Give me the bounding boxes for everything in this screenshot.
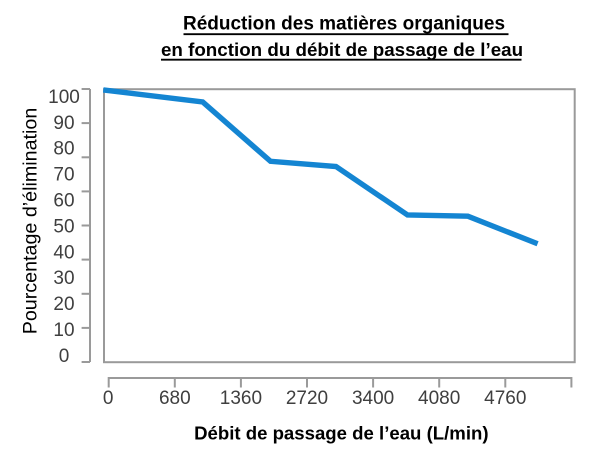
svg-text:en fonction du débit de passag: en fonction du débit de passage de l’eau <box>161 39 523 60</box>
svg-text:2720: 2720 <box>286 388 328 409</box>
svg-text:90: 90 <box>53 113 74 134</box>
svg-text:20: 20 <box>53 294 74 315</box>
svg-text:Réduction des matières organiq: Réduction des matières organiques <box>183 14 505 35</box>
svg-text:3400: 3400 <box>352 388 394 409</box>
svg-text:0: 0 <box>59 346 70 367</box>
svg-text:680: 680 <box>159 388 191 409</box>
svg-text:100: 100 <box>48 87 80 108</box>
svg-text:10: 10 <box>53 320 74 341</box>
svg-text:Pourcentage d’élimination: Pourcentage d’élimination <box>20 108 42 335</box>
svg-text:80: 80 <box>53 139 74 160</box>
svg-text:0: 0 <box>103 388 114 409</box>
svg-text:Débit de passage de l’eau (L/m: Débit de passage de l’eau (L/min) <box>194 423 488 444</box>
svg-text:40: 40 <box>53 242 74 263</box>
svg-text:70: 70 <box>53 165 74 186</box>
svg-text:30: 30 <box>53 268 74 289</box>
svg-text:4760: 4760 <box>484 388 526 409</box>
svg-text:50: 50 <box>53 216 74 237</box>
svg-text:1360: 1360 <box>220 388 262 409</box>
svg-text:4080: 4080 <box>418 388 460 409</box>
svg-text:60: 60 <box>53 191 74 212</box>
